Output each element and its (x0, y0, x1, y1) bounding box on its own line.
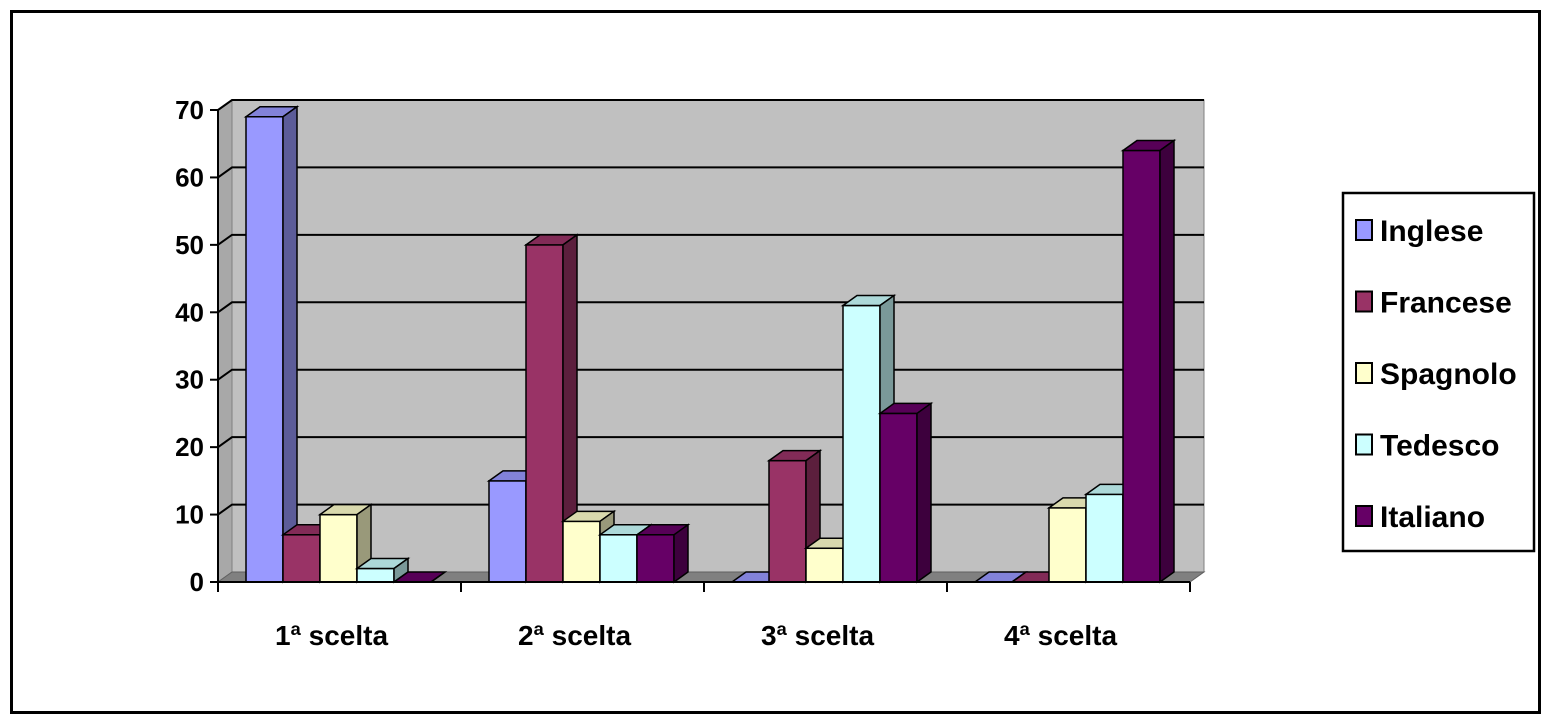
bar (354, 557, 411, 584)
y-tick-label: 50 (175, 230, 204, 260)
bar (243, 105, 300, 584)
legend-swatch (1355, 505, 1373, 527)
bar (877, 401, 934, 584)
bar-front (562, 520, 601, 583)
legend-label: Francese (1380, 287, 1512, 320)
bar-side (673, 523, 689, 584)
chart-bars (243, 105, 1177, 584)
bar-front (879, 412, 918, 583)
legend-swatch (1355, 290, 1373, 313)
bar (634, 523, 691, 584)
y-tick-label: 0 (190, 567, 204, 597)
bar-front (636, 534, 675, 583)
bar-front (768, 459, 807, 583)
legend-label: Inglese (1380, 215, 1483, 248)
y-tick-label: 10 (175, 500, 204, 530)
legend-label: Italiano (1380, 501, 1485, 534)
legend-swatch (1355, 219, 1373, 241)
y-axis-ticks: 0 10 20 30 40 50 60 70 (175, 95, 218, 597)
gridline (217, 233, 1204, 246)
y-tick-label: 30 (175, 365, 204, 395)
bar-front (1048, 507, 1087, 583)
bar-front (488, 480, 527, 583)
bar-front (1085, 493, 1124, 583)
bar-front (356, 567, 395, 583)
chart-axes (217, 110, 1191, 592)
x-category-label: 1ª scelta (275, 620, 389, 651)
bar-side (282, 105, 298, 584)
bar-front (1122, 149, 1161, 583)
x-category-label: 4ª scelta (1004, 620, 1118, 651)
x-axis-labels: 1ª scelta 2ª scelta 3ª scelta 4ª scelta (275, 620, 1118, 651)
bar (766, 449, 823, 584)
bar (317, 503, 374, 584)
chart-walls (216, 99, 1206, 583)
legend-swatch (1355, 362, 1373, 384)
legend-label: Tedesco (1380, 430, 1500, 463)
legend-swatch (1355, 433, 1373, 456)
x-category-label: 2ª scelta (518, 620, 632, 651)
bar-front (805, 547, 844, 583)
bar (523, 233, 580, 584)
bar-front (282, 534, 321, 583)
bar-side (430, 571, 446, 583)
bar-side (916, 401, 932, 584)
bar-front (842, 304, 881, 583)
y-tick-label: 70 (175, 95, 204, 125)
bar-front (525, 244, 564, 583)
bar-front (319, 513, 358, 583)
legend-box (1341, 191, 1536, 553)
bar-front (599, 534, 638, 583)
x-category-label: 3ª scelta (761, 620, 875, 651)
y-tick-label: 20 (175, 432, 204, 462)
bar (1120, 138, 1177, 584)
y-tick-label: 40 (175, 297, 204, 327)
bar-front (245, 115, 284, 583)
bar-side (1159, 138, 1175, 584)
gridline (217, 99, 1204, 111)
y-tick-label: 60 (175, 162, 204, 192)
gridline (217, 166, 1204, 179)
legend: Inglese Francese Spagnolo Tedesco Italiano (1341, 191, 1536, 553)
legend-label: Spagnolo (1380, 358, 1517, 391)
